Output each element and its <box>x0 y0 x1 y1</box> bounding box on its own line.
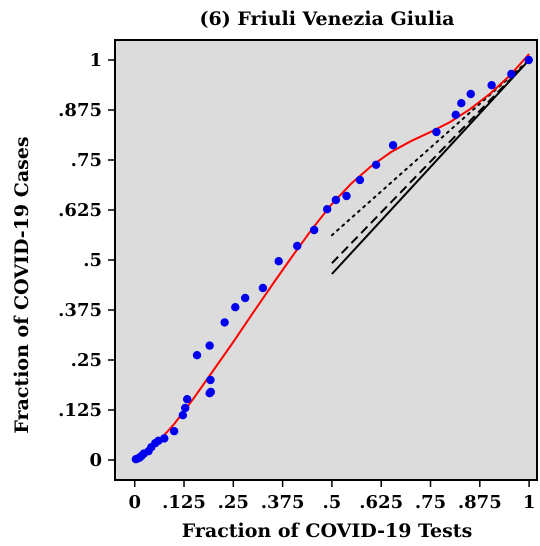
y-tick-label: .625 <box>58 200 102 221</box>
data-point <box>293 241 302 251</box>
data-point <box>192 351 202 360</box>
y-tick-label: 0 <box>89 450 102 471</box>
data-point <box>507 69 516 79</box>
data-point <box>342 191 351 201</box>
y-tick-label: .125 <box>58 400 102 421</box>
reference-line-dashed <box>331 59 530 264</box>
y-axis-label: Fraction of COVID-19 Cases <box>11 136 33 433</box>
data-point <box>160 434 169 443</box>
data-point <box>169 427 179 436</box>
x-axis-label: Fraction of COVID-19 Tests <box>182 520 473 542</box>
x-tick-label: 1 <box>523 492 536 513</box>
data-point <box>206 375 215 385</box>
data-point <box>355 175 365 185</box>
x-axis: 0 .125 .25 .375 .5 .625 .75 .875 1 <box>128 480 535 513</box>
y-tick-label: 1 <box>89 50 102 71</box>
data-point <box>466 89 475 99</box>
x-tick-label: .75 <box>415 492 446 513</box>
y-tick-label: .875 <box>58 100 102 121</box>
data-point <box>457 99 466 108</box>
data-point <box>240 293 250 303</box>
reference-line-solid <box>331 59 530 275</box>
y-tick-label: .75 <box>71 150 102 171</box>
data-point <box>274 257 283 266</box>
data-point <box>178 411 188 420</box>
data-point <box>231 303 240 312</box>
y-tick-label: .5 <box>83 250 102 271</box>
data-point <box>309 225 319 235</box>
x-tick-label: .375 <box>261 492 305 513</box>
data-point <box>371 160 381 169</box>
x-tick-label: .25 <box>218 492 249 513</box>
data-point <box>432 127 441 137</box>
data-point <box>322 205 332 214</box>
x-tick-label: 0 <box>128 492 141 513</box>
data-point <box>181 403 190 413</box>
y-tick-label: .375 <box>58 300 102 321</box>
y-tick-label: .25 <box>71 350 102 371</box>
fit-curve <box>134 53 530 461</box>
x-tick-label: .5 <box>323 492 342 513</box>
data-point <box>206 387 216 397</box>
data-point <box>205 341 214 350</box>
x-tick-label: .625 <box>359 492 403 513</box>
data-point <box>182 395 192 404</box>
fit-curve-group <box>134 53 530 461</box>
data-point <box>524 55 533 65</box>
x-tick-label: .875 <box>458 492 502 513</box>
data-point <box>258 283 268 293</box>
data-point <box>451 110 460 120</box>
data-point <box>220 318 229 327</box>
data-point <box>331 195 341 205</box>
data-point <box>487 81 496 90</box>
y-axis: 0 .125 .25 .375 .5 .625 .75 .875 1 <box>58 50 115 471</box>
x-tick-label: .125 <box>162 492 206 513</box>
data-point <box>388 141 398 150</box>
data-points <box>131 55 533 464</box>
chart-title: (6) Friuli Venezia Giulia <box>200 8 455 30</box>
